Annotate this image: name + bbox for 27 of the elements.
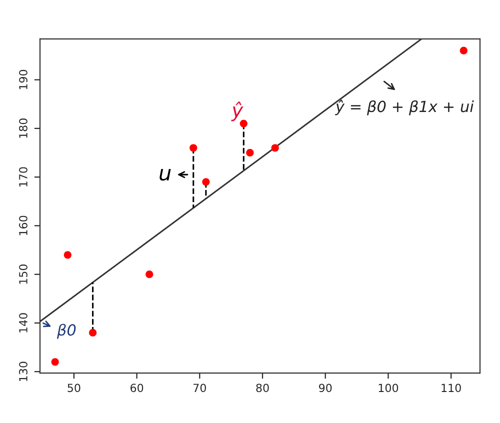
y-tick-label: 160 bbox=[19, 216, 28, 236]
point bbox=[246, 148, 254, 157]
x-tick-label: 100 bbox=[378, 384, 398, 392]
x-tick-label: 60 bbox=[130, 384, 144, 392]
x-tick-label: 90 bbox=[319, 384, 332, 392]
point bbox=[88, 328, 97, 337]
y-tick-label: 150 bbox=[19, 264, 28, 284]
point bbox=[271, 144, 279, 152]
x-tick-label: 110 bbox=[442, 384, 461, 392]
y-tick-label: 170 bbox=[19, 167, 28, 186]
y-tick-label: 190 bbox=[19, 70, 28, 90]
point bbox=[190, 144, 198, 152]
annotation: ŷ = β0 + β1x + ui bbox=[335, 100, 474, 116]
x-tick-label: 80 bbox=[256, 384, 269, 392]
point bbox=[51, 358, 59, 366]
point bbox=[146, 270, 154, 278]
annotation: β0 bbox=[56, 324, 76, 339]
y-tick-label: 130 bbox=[19, 362, 28, 382]
point bbox=[202, 178, 210, 186]
point bbox=[460, 46, 468, 54]
y-tick-label: 180 bbox=[19, 118, 28, 138]
x-tick-label: 50 bbox=[68, 384, 80, 392]
annotation: ŷ bbox=[231, 102, 244, 122]
y-tick-label: 140 bbox=[19, 313, 28, 332]
x-tick-label: 70 bbox=[194, 384, 206, 392]
point bbox=[64, 251, 72, 259]
annotation: u bbox=[160, 168, 171, 181]
